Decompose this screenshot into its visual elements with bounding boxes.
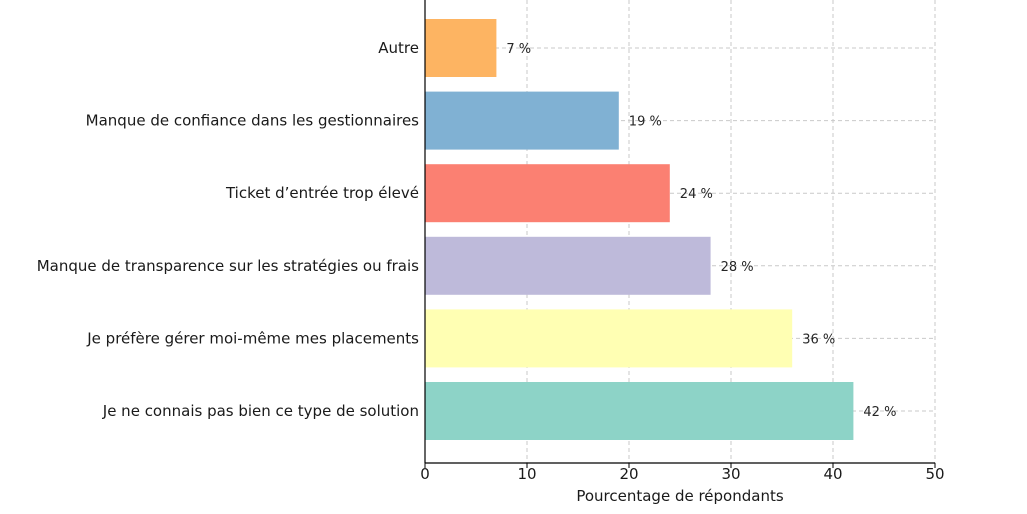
value-label-1: 36 % xyxy=(802,332,835,347)
bar-3 xyxy=(425,164,670,223)
value-label-0: 42 % xyxy=(863,405,896,420)
bar-4 xyxy=(425,91,619,150)
bar-2 xyxy=(425,236,711,295)
value-label-2: 28 % xyxy=(721,260,754,275)
bars xyxy=(425,19,854,440)
x-tick-label-30: 30 xyxy=(721,465,740,483)
x-axis-title: Pourcentage de répondants xyxy=(576,487,783,505)
category-label-3: Ticket d’entrée trop élevé xyxy=(225,184,419,202)
bar-5 xyxy=(425,19,497,77)
value-label-4: 19 % xyxy=(629,115,662,130)
bar-1 xyxy=(425,309,793,368)
category-label-1: Je préfère gérer moi-même mes placements xyxy=(86,329,419,347)
x-tick-label-10: 10 xyxy=(517,465,536,483)
category-label-5: Autre xyxy=(378,39,419,57)
value-labels: 42 % 36 % 28 % 24 % 19 % 7 % xyxy=(506,42,896,420)
category-labels: Je ne connais pas bien ce type de soluti… xyxy=(37,39,419,420)
category-label-2: Manque de transparence sur les stratégie… xyxy=(37,257,419,275)
category-label-4: Manque de confiance dans les gestionnair… xyxy=(86,112,420,130)
x-tick-label-40: 40 xyxy=(823,465,842,483)
x-tick-label-50: 50 xyxy=(925,465,944,483)
value-label-5: 7 % xyxy=(506,42,531,57)
category-label-0: Je ne connais pas bien ce type de soluti… xyxy=(102,402,419,420)
x-tick-label-20: 20 xyxy=(619,465,638,483)
x-tick-label-0: 0 xyxy=(420,465,430,483)
bar-0 xyxy=(425,382,854,440)
value-label-3: 24 % xyxy=(680,187,713,202)
x-axis: 0 10 20 30 40 50 xyxy=(420,0,945,483)
